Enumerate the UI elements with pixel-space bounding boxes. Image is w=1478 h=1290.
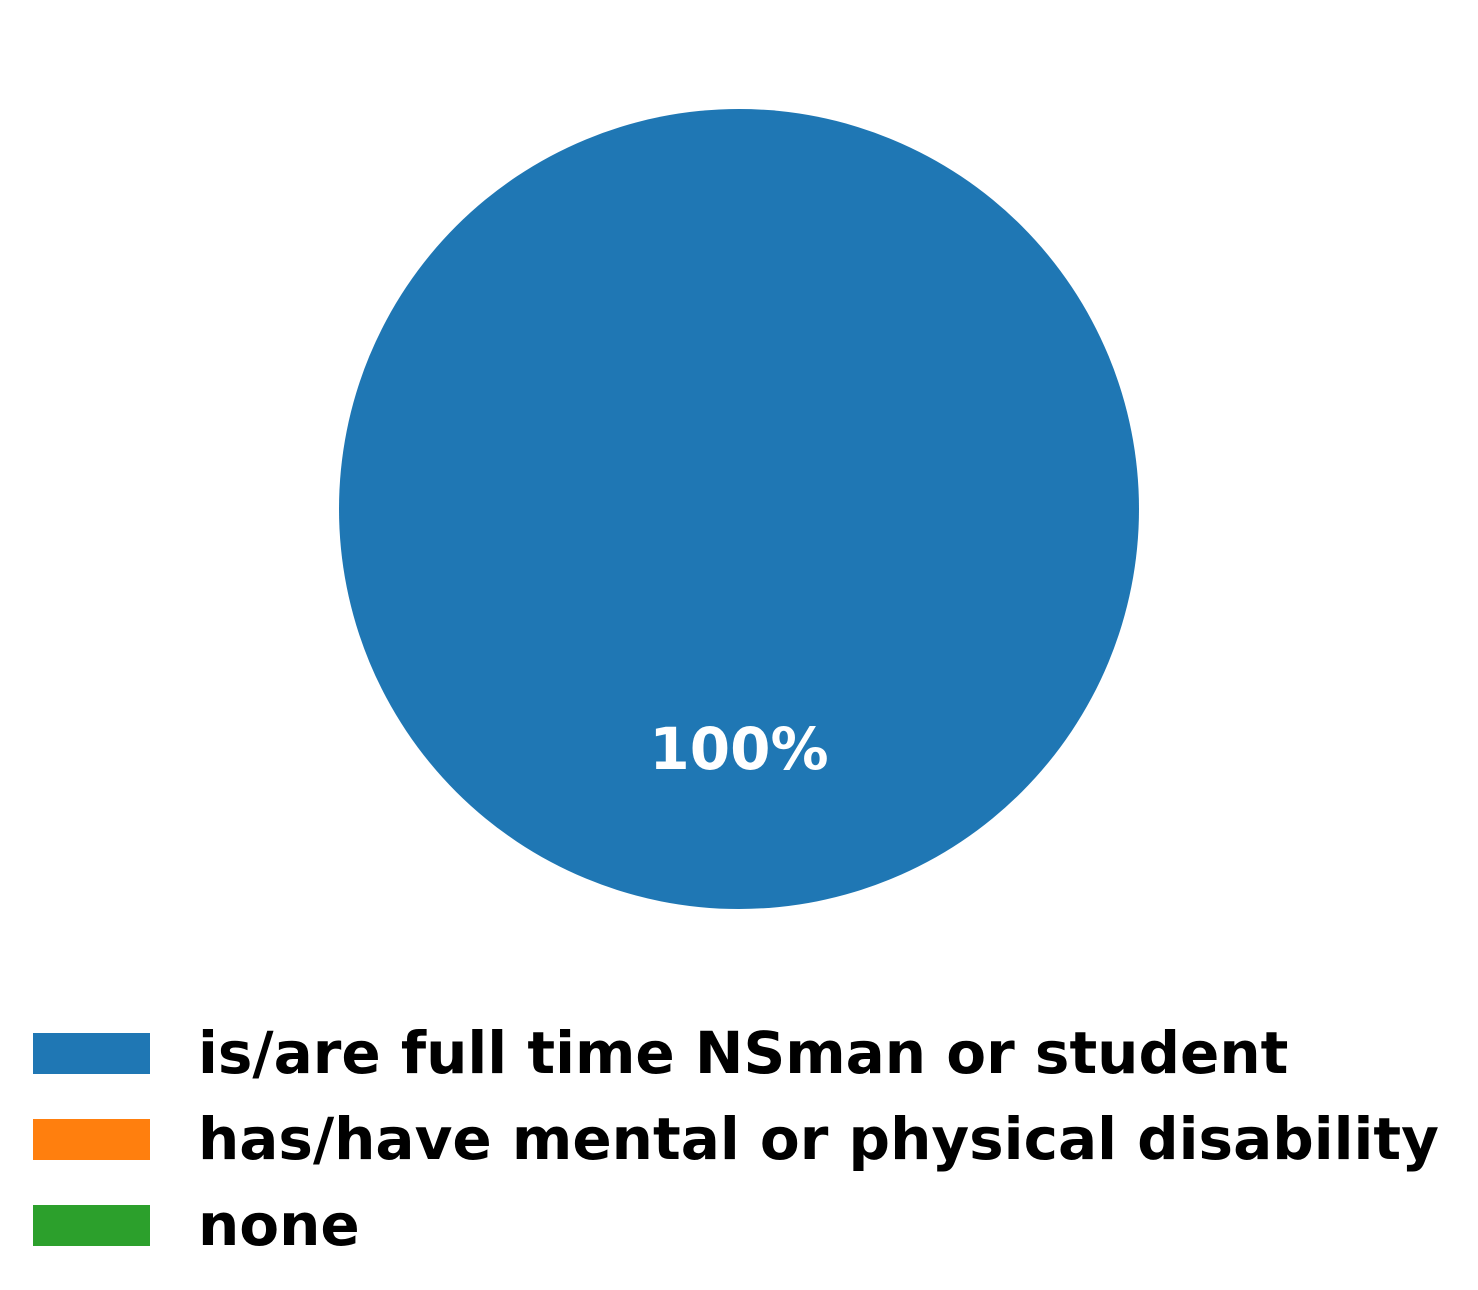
pie-slices (339, 109, 1139, 909)
legend-swatch-disability (33, 1118, 150, 1160)
pie-slice-1-label: 100% (649, 715, 828, 783)
legend-swatch-none (33, 1204, 150, 1246)
legend-item-disability: has/have mental or physical disability (33, 1096, 1439, 1182)
legend-item-nsman-student: is/are full time NSman or student (33, 1010, 1439, 1096)
legend-item-none: none (33, 1182, 1439, 1268)
legend-swatch-nsman-student (33, 1032, 150, 1074)
legend-label-disability: has/have mental or physical disability (198, 1105, 1439, 1173)
legend: is/are full time NSman or student has/ha… (33, 1010, 1439, 1268)
legend-label-nsman-student: is/are full time NSman or student (198, 1019, 1289, 1087)
legend-label-none: none (198, 1191, 360, 1259)
pie-slice-1 (339, 109, 1139, 909)
pie-labels: 100% (649, 715, 828, 783)
